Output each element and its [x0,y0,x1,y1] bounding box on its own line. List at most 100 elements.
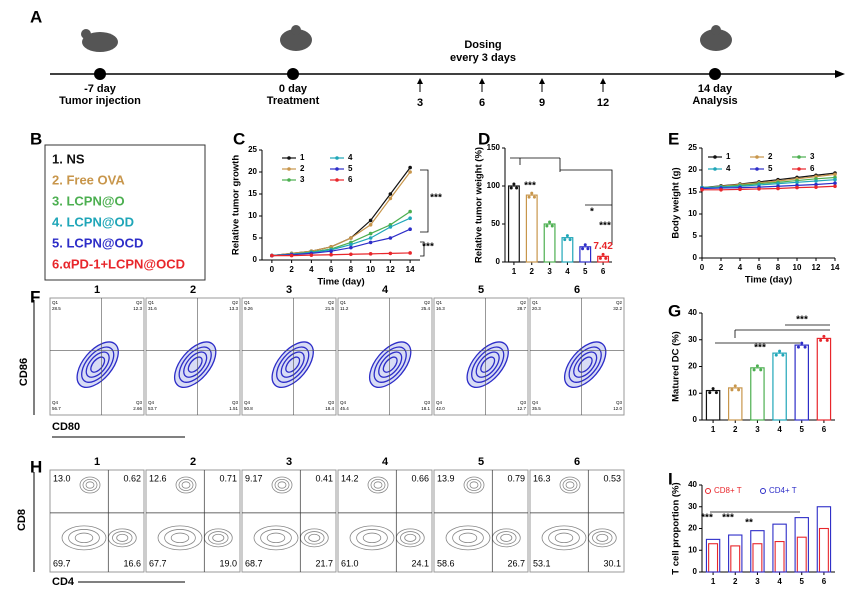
contour [541,525,587,551]
quadrant-name: Q1 [244,300,251,305]
contour [480,356,496,373]
contour [208,531,229,545]
event-label: Tumor injection [59,95,141,107]
plot-title: 4 [382,456,389,468]
bar [579,246,592,263]
contour [565,481,575,489]
legend-box [44,144,206,281]
data-point [814,185,818,189]
bar [772,352,787,421]
legend-marker [797,155,801,159]
y-tick-label: 5 [693,231,698,240]
quadrant-name: Q4 [532,400,539,405]
plot-frame [433,469,529,573]
contour [178,478,194,491]
contour [271,476,293,494]
annotation: *** [430,193,442,204]
data-point [349,245,353,250]
data-point [795,180,799,185]
quadrant-value: 12.0 [613,406,622,411]
bar-dot [755,364,759,368]
timeline-dot [709,68,721,80]
quadrant-value: 30.1 [603,558,621,568]
contour [469,481,479,489]
data-point [814,182,818,187]
data-point [408,251,412,255]
plot-frame [145,297,241,416]
data-point [757,187,761,191]
contour [496,531,517,545]
contour [170,532,190,544]
quadrant-value: 19.0 [219,558,237,568]
data-point [408,165,412,170]
bar [543,223,556,263]
bar-dot [825,338,829,342]
contour [266,532,286,544]
quadrant-value: 9.26 [244,306,253,311]
x-tick-label: 12 [386,265,395,274]
data-point [700,188,704,192]
data-point [349,236,353,240]
data-point [795,185,799,190]
quadrant-value: 1.51 [229,406,238,411]
bar-dot [604,256,608,260]
contour [157,525,203,551]
bar [730,545,741,573]
quadrant-value: 21.7 [315,558,333,568]
quadrant-value: 18.1 [421,406,430,411]
panel-label: G [668,301,681,320]
contour [554,532,574,544]
quadrant-value: 14.2 [341,473,359,483]
data-point [814,179,818,183]
x-tick-label: 6 [822,425,827,434]
mouse [280,29,312,51]
y-axis-label: CD86 [18,358,30,386]
x-tick-label: 4 [565,267,570,276]
plot-frame [49,469,145,573]
data-point [289,253,294,258]
quadrant-value: 13.3 [229,306,238,311]
x-tick-label: 2 [733,425,738,434]
bar-dot [512,182,516,186]
contour [164,529,196,547]
series-line [702,185,836,191]
bar-dot [601,252,605,256]
quadrant-value: 12.3 [133,306,142,311]
x-tick-label: 6 [757,263,762,272]
quadrant-value: 31.6 [148,306,157,311]
legend-marker [705,488,711,494]
quadrant-value: 42.0 [436,406,445,411]
y-tick-label: 25 [248,145,257,154]
plot-frame [337,297,433,416]
contour [445,525,491,551]
bar-dot [530,191,534,195]
legend-marker [335,167,339,171]
data-point [833,181,837,185]
plot-title: 2 [190,456,196,468]
y-tick-label: 20 [688,362,697,371]
quadrant-name: Q2 [328,300,335,305]
plot-frame [49,297,145,416]
bar-dot [800,341,804,345]
timeline-arrow [835,70,845,78]
contour [573,351,598,378]
data-point [408,216,412,220]
timeline-dot [287,68,299,80]
plot-title: 1 [94,456,100,468]
y-tick-label: 40 [688,480,697,489]
x-tick-label: 2 [289,265,294,274]
bar-dot [759,368,763,372]
legend-label: 4 [726,164,731,173]
y-tick-label: 5 [253,233,258,242]
x-tick-label: 2 [733,577,738,586]
x-tick-label: 0 [270,265,275,274]
y-axis-label: Relative tumor weight (%) [474,147,485,263]
contour [466,341,509,388]
panel-label: I [668,469,673,488]
bar [750,367,765,421]
plot-frame [529,469,625,573]
quadrant-name: Q3 [520,400,527,405]
contour [373,481,383,489]
bar [752,543,763,573]
contour [304,531,325,545]
